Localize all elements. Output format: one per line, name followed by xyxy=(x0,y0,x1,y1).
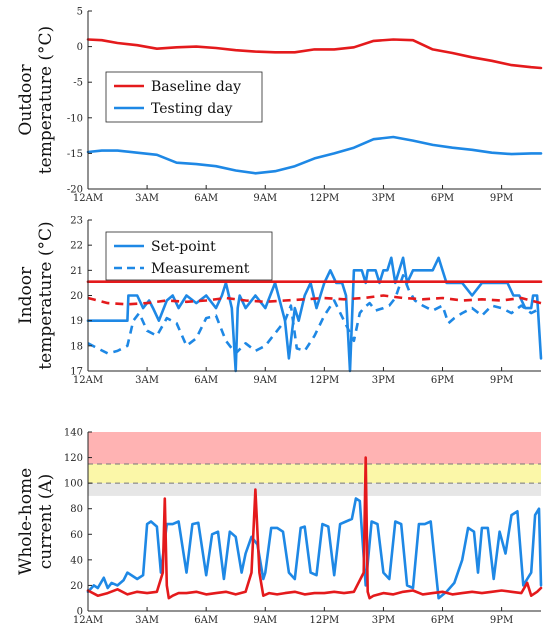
x-tick-label: 12AM xyxy=(73,615,103,626)
y-axis-label: temperature (°C) xyxy=(36,26,56,174)
x-tick-label: 6AM xyxy=(194,193,218,204)
x-tick-label: 12PM xyxy=(309,375,339,386)
x-tick-label: 9PM xyxy=(490,193,513,204)
legend-box xyxy=(105,71,263,123)
series-line-1-2 xyxy=(86,135,543,175)
x-tick-label: 9PM xyxy=(490,375,513,386)
x-tick-label: 9PM xyxy=(490,615,513,626)
x-tick-label: 6PM xyxy=(431,375,454,386)
y-axis-label: Outdoor xyxy=(16,64,36,136)
x-tick-label: 6AM xyxy=(194,375,218,386)
threshold-band-3 xyxy=(88,483,541,496)
y-tick-label: 20 xyxy=(70,291,83,302)
x-tick-label: 3PM xyxy=(372,193,395,204)
x-tick-label: 9AM xyxy=(253,193,277,204)
series-line-1-1 xyxy=(86,38,543,70)
y-tick-label: 5 xyxy=(77,7,83,18)
y-tick-label: 0 xyxy=(77,42,83,53)
y-axis-label: temperature (°C) xyxy=(36,221,56,369)
x-tick-label: 6PM xyxy=(431,193,454,204)
y-tick-label: -20 xyxy=(67,185,83,196)
y-tick-label: 120 xyxy=(64,453,83,464)
legend-label: Set-point xyxy=(151,239,216,255)
y-axis-label: Indoor xyxy=(16,266,36,324)
threshold-band-2 xyxy=(88,463,541,484)
y-tick-label: -5 xyxy=(73,78,83,89)
x-tick-label: 3PM xyxy=(372,375,395,386)
y-tick-label: 60 xyxy=(70,530,83,541)
threshold-band-1 xyxy=(88,432,541,464)
y-axis-label: Whole-home xyxy=(16,468,36,575)
x-tick-label: 6PM xyxy=(431,615,454,626)
x-tick-label: 3AM xyxy=(135,193,159,204)
x-tick-label: 6AM xyxy=(194,615,218,626)
y-axis-label: current (A) xyxy=(36,474,56,570)
legend-label: Baseline day xyxy=(151,79,241,95)
x-tick-label: 12AM xyxy=(73,193,103,204)
y-tick-label: 23 xyxy=(70,216,83,227)
x-tick-label: 3AM xyxy=(135,615,159,626)
y-tick-label: 100 xyxy=(64,479,83,490)
y-tick-label: 80 xyxy=(70,504,83,515)
x-tick-label: 3AM xyxy=(135,375,159,386)
x-tick-label: 3PM xyxy=(372,615,395,626)
y-tick-label: 20 xyxy=(70,581,83,592)
y-tick-label: 0 xyxy=(77,607,83,618)
y-tick-label: 21 xyxy=(70,266,83,277)
series-line-2-4 xyxy=(87,294,542,306)
y-tick-label: 17 xyxy=(70,367,83,378)
x-tick-label: 12AM xyxy=(73,375,103,386)
series-line-2-2 xyxy=(87,274,542,355)
y-tick-label: 22 xyxy=(70,241,83,252)
y-tick-label: 140 xyxy=(64,428,83,439)
legend-label: Measurement xyxy=(151,261,250,277)
y-tick-label: 19 xyxy=(70,316,83,327)
x-tick-label: 12PM xyxy=(309,615,339,626)
x-tick-label: 12PM xyxy=(309,193,339,204)
y-tick-label: 40 xyxy=(70,555,83,566)
x-tick-label: 9AM xyxy=(253,375,277,386)
x-tick-label: 9AM xyxy=(253,615,277,626)
y-tick-label: 18 xyxy=(70,341,83,352)
legend-box xyxy=(105,231,273,281)
series-line-3-2 xyxy=(86,456,543,600)
series-line-3-1 xyxy=(86,497,543,600)
y-tick-label: -15 xyxy=(67,149,83,160)
y-tick-label: -10 xyxy=(67,113,83,124)
legend-label: Testing day xyxy=(151,101,233,117)
